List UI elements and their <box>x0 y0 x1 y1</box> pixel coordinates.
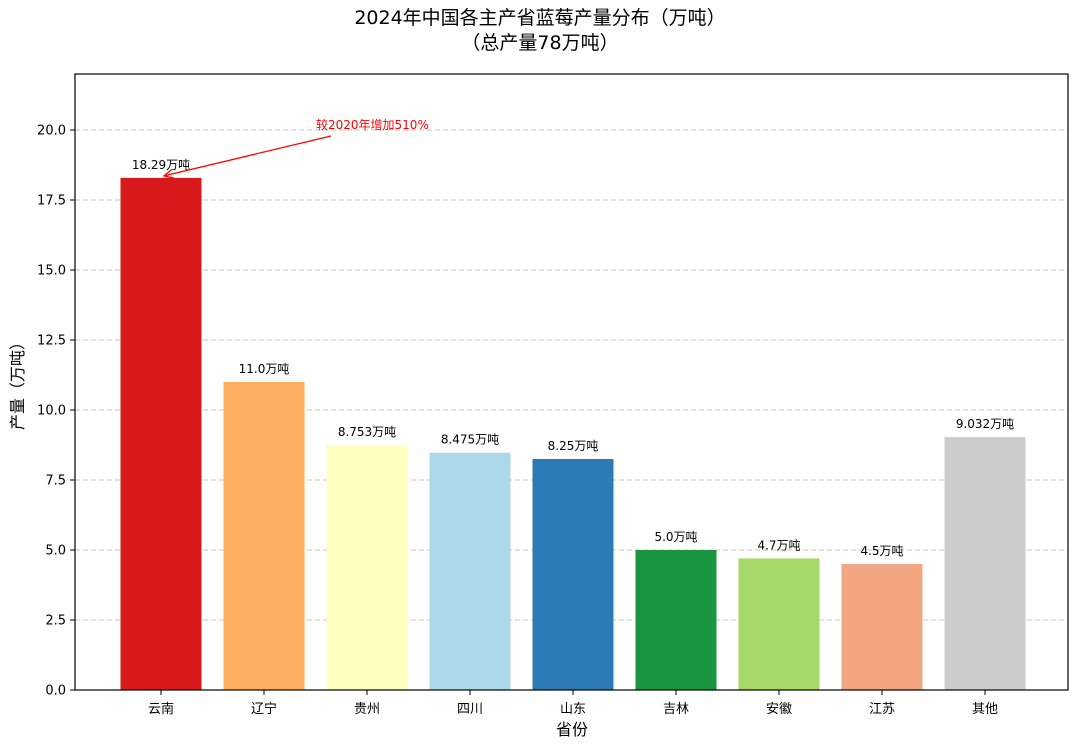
y-tick-label: 10.0 <box>37 404 66 419</box>
x-tick-label: 辽宁 <box>251 701 277 717</box>
bar-辽宁 <box>223 382 305 690</box>
x-tick-label: 吉林 <box>663 702 689 717</box>
y-tick-label: 5.0 <box>45 544 66 559</box>
bar-安徽 <box>738 558 820 690</box>
chart-title: 2024年中国各主产省蓝莓产量分布（万吨） <box>354 7 726 29</box>
axes: 0.0 2.5 5.0 7.5 10.0 12.5 15.0 17.5 20.0 云南 辽宁 贵州 四川… <box>37 73 1069 717</box>
y-tick-label: 12.5 <box>37 334 66 349</box>
x-tick-label: 山东 <box>560 702 586 717</box>
x-axis-label: 省份 <box>556 720 588 739</box>
bar-其他 <box>944 437 1026 690</box>
data-label: 4.5万吨 <box>860 544 903 558</box>
annotation-text: 较2020年增加510% <box>316 117 429 132</box>
data-label: 9.032万吨 <box>956 417 1014 431</box>
x-tick-label: 其他 <box>972 702 998 717</box>
y-tick-label: 0.0 <box>45 684 66 699</box>
x-tick-label: 安徽 <box>766 702 792 717</box>
bar-贵州 <box>326 444 408 690</box>
bar-吉林 <box>635 550 717 690</box>
x-tick-label: 江苏 <box>869 701 895 717</box>
data-label: 4.7万吨 <box>757 538 800 552</box>
x-tick-label: 四川 <box>457 702 483 717</box>
annotation: 较2020年增加510% <box>162 117 429 179</box>
y-tick-label: 20.0 <box>37 124 66 139</box>
y-tick-label: 15.0 <box>37 264 66 279</box>
chart-title-block: 2024年中国各主产省蓝莓产量分布（万吨） （总产量78万吨） <box>0 6 1080 56</box>
bar-江苏 <box>841 564 923 690</box>
data-label: 8.753万吨 <box>338 425 396 439</box>
bar-四川 <box>429 452 511 690</box>
chart-subtitle: （总产量78万吨） <box>461 32 619 54</box>
data-label: 18.29万吨 <box>132 158 190 172</box>
bar-山东 <box>532 459 614 690</box>
bar-云南 <box>120 177 202 690</box>
y-axis-label: 产量（万吨） <box>8 334 27 430</box>
data-label: 8.25万吨 <box>548 439 599 453</box>
bars <box>120 177 1026 690</box>
plot-frame <box>74 73 1069 691</box>
data-labels: 18.29万吨 11.0万吨 8.753万吨 8.475万吨 8.25万吨 5.0万吨 4.… <box>132 158 1014 558</box>
data-label: 11.0万吨 <box>239 362 290 376</box>
data-label: 8.475万吨 <box>441 433 499 447</box>
y-tick-label: 7.5 <box>45 474 66 489</box>
annotation-arrowhead <box>162 169 174 179</box>
y-tick-label: 17.5 <box>37 194 66 209</box>
data-label: 5.0万吨 <box>654 530 697 544</box>
annotation-arrow <box>163 135 332 177</box>
x-tick-label: 贵州 <box>354 702 380 717</box>
y-tick-label: 2.5 <box>45 614 66 629</box>
x-tick-label: 云南 <box>148 701 174 717</box>
